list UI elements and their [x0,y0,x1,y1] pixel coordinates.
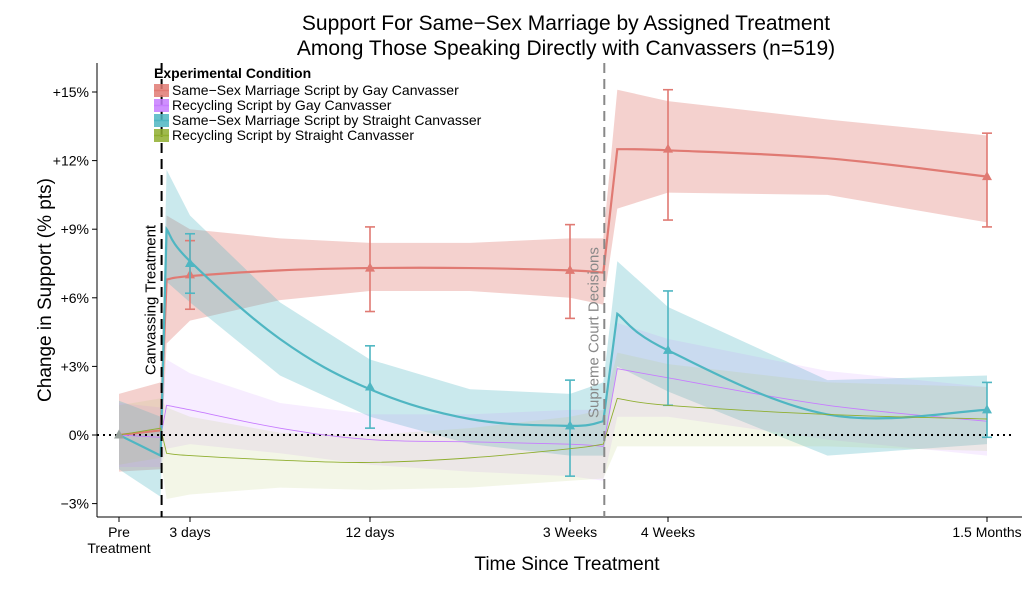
y-tick-label: +3% [61,358,89,374]
x-tick-label: 12 days [345,524,394,540]
data-point-group [982,381,992,439]
data-point-group [565,379,575,477]
y-tick-label: +6% [61,290,89,306]
confidence-band [119,322,987,481]
legend-label: Same−Sex Marriage Script by Gay Canvasse… [172,82,459,98]
x-axis-title: Time Since Treatment [474,554,660,575]
confidence-band [119,89,987,472]
data-point [365,381,375,391]
data-point-group [663,88,673,221]
x-tick-label: 1.5 Months [952,524,1021,540]
data-point-group [365,226,375,313]
confidence-band [119,169,987,497]
y-tick-label: 0% [69,427,89,443]
y-axis-title: Change in Support (% pts) [35,178,56,402]
y-tick-label: −3% [61,496,89,512]
data-point [114,429,124,439]
data-point [982,404,992,414]
y-tick-label: +12% [53,153,89,169]
x-tick-label: 4 Weeks [641,524,695,540]
x-tick-label: Pre [108,524,130,540]
chart-title: Support For Same−Sex Marriage by Assigne… [302,12,830,35]
data-point [982,171,992,181]
event-line-label: Canvassing Treatment [143,224,160,375]
y-tick-label: +15% [53,84,89,100]
chart-subtitle: Among Those Speaking Directly with Canva… [297,37,835,60]
data-point [565,264,575,274]
data-point-group [982,132,992,228]
data-point-group [565,223,575,320]
legend-label: Same−Sex Marriage Script by Straight Can… [172,112,482,128]
data-point [185,258,195,267]
x-tick-label: 3 days [169,524,210,540]
x-tick-label: Treatment [87,540,150,556]
data-point [565,420,575,430]
data-point [365,262,375,272]
event-line-label: Supreme Court Decisions [585,247,602,418]
legend: Experimental Condition Same−Sex Marriage… [154,65,482,143]
x-tick-label: 3 Weeks [543,524,597,540]
series-line [118,397,988,463]
legend-label: Recycling Script by Straight Canvasser [172,127,414,143]
data-point-group [185,232,195,295]
data-point-group [365,345,375,429]
legend-label: Recycling Script by Gay Canvasser [172,97,392,113]
y-tick-label: +9% [61,221,89,237]
data-point [663,344,673,354]
data-point [663,143,673,153]
legend-title: Experimental Condition [154,65,311,81]
